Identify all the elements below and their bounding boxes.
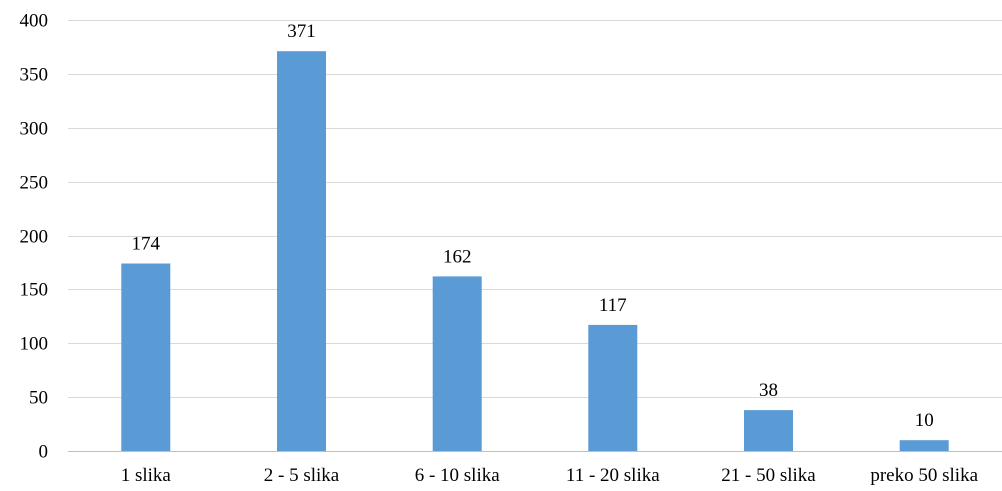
bar xyxy=(277,51,326,451)
y-tick-label: 300 xyxy=(20,119,49,140)
data-label: 174 xyxy=(132,234,161,255)
x-tick-label: 21 - 50 slika xyxy=(721,465,816,486)
bar xyxy=(432,276,482,451)
y-tick-label: 100 xyxy=(20,334,49,355)
x-axis-ticks: 1 slika 2 - 5 slika 6 - 10 slika 11 - 20 sl… xyxy=(121,465,979,486)
x-tick-label: 1 slika xyxy=(121,465,172,486)
x-tick-label: preko 50 slika xyxy=(870,465,978,486)
data-label: 371 xyxy=(287,21,316,42)
y-tick-label: 250 xyxy=(20,173,49,194)
y-axis-ticks: 0 50 100 150 200 250 300 350 400 xyxy=(20,11,49,463)
y-tick-label: 200 xyxy=(20,227,49,248)
y-tick-label: 0 xyxy=(39,442,49,463)
gridlines xyxy=(68,20,1002,398)
y-tick-label: 150 xyxy=(20,280,49,301)
data-label: 38 xyxy=(759,380,778,401)
bar xyxy=(121,263,171,451)
y-tick-label: 50 xyxy=(29,388,48,409)
data-label: 10 xyxy=(915,410,934,431)
y-tick-label: 350 xyxy=(20,65,49,86)
bar xyxy=(744,410,793,451)
x-tick-label: 11 - 20 slika xyxy=(566,465,660,486)
bar xyxy=(588,324,638,451)
x-tick-label: 6 - 10 slika xyxy=(415,465,501,486)
x-tick-label: 2 - 5 slika xyxy=(264,465,340,486)
y-tick-label: 400 xyxy=(20,11,49,32)
bar xyxy=(899,440,949,451)
data-labels: 174 371 162 117 38 10 xyxy=(132,21,934,431)
data-label: 162 xyxy=(443,246,472,267)
bars xyxy=(121,51,949,451)
data-label: 117 xyxy=(599,295,627,316)
